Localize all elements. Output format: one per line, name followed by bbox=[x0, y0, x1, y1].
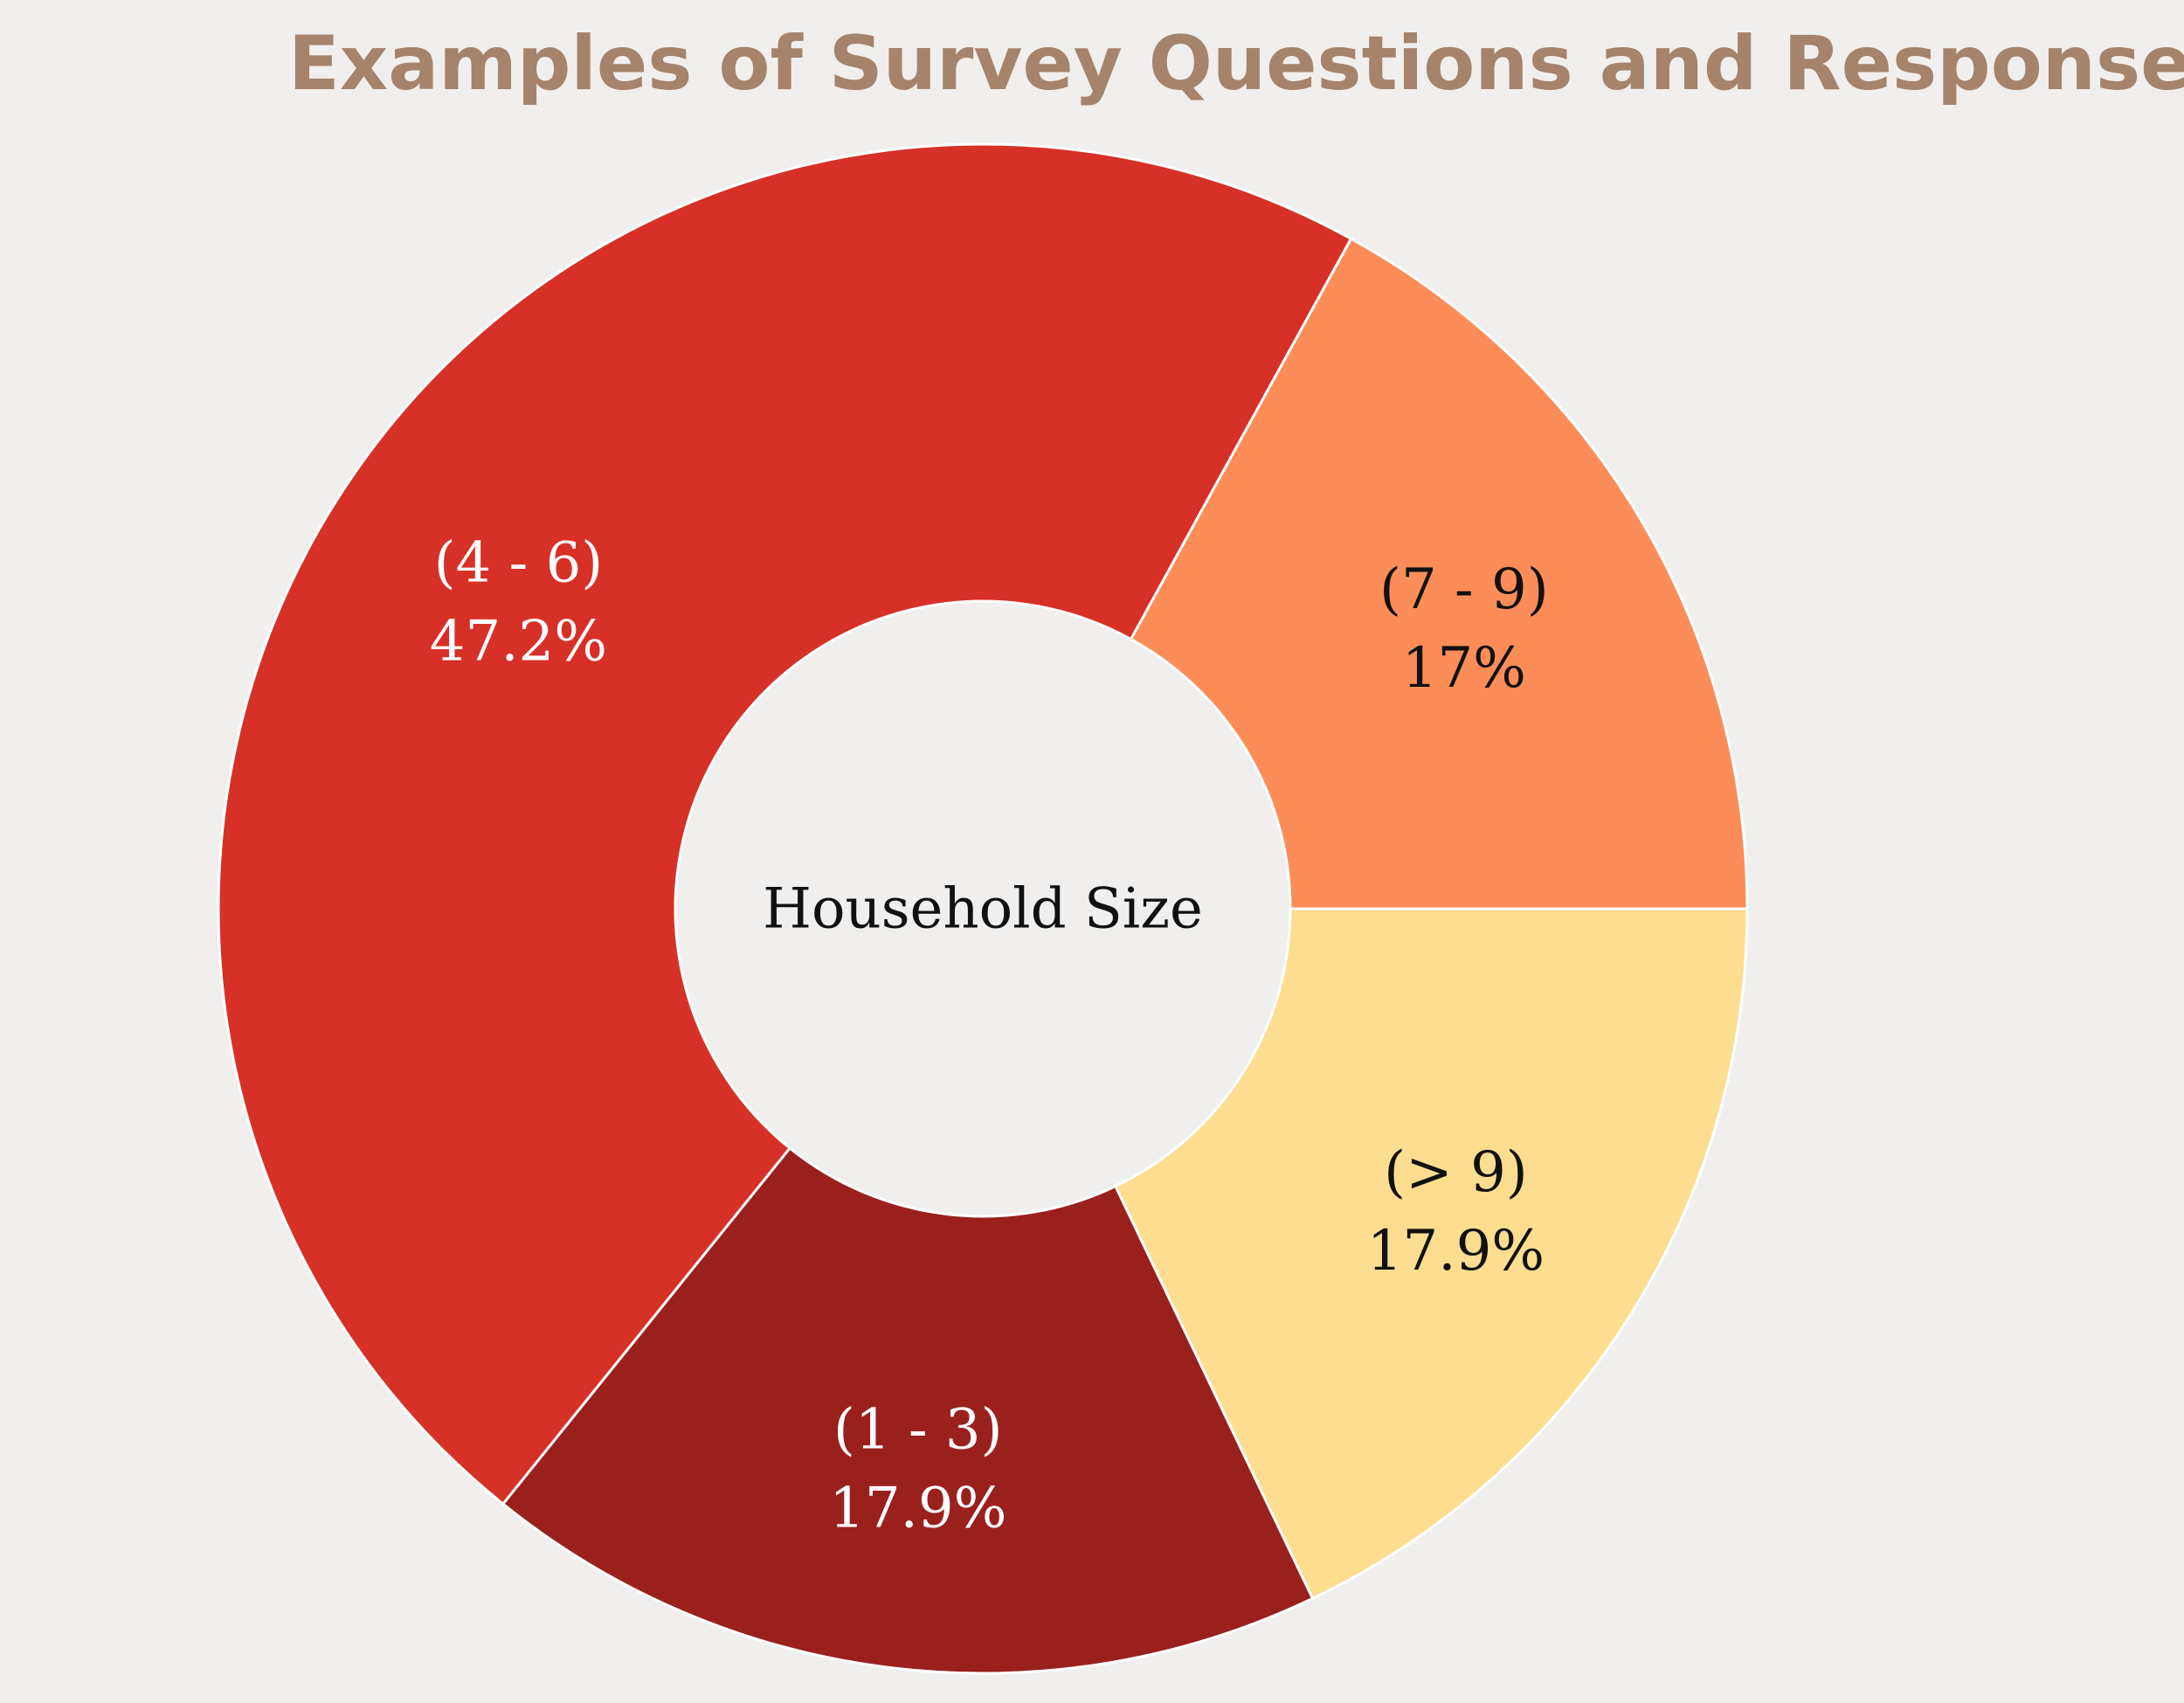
slice-label: (7 - 9) 17% bbox=[1379, 557, 1549, 701]
slice-value-label: 47.2% bbox=[430, 610, 607, 675]
slice-labels: (> 9) 17.9% (1 - 3) 17.9% (4 - 6) 47.2% (7 - 9… bbox=[430, 531, 1549, 1541]
donut-slice bbox=[1129, 237, 1749, 910]
donut-slice bbox=[1113, 907, 1749, 1601]
slice-label: (> 9) 17.9% bbox=[1367, 1140, 1545, 1284]
slice-value-label: 17.9% bbox=[1367, 1219, 1545, 1284]
slice-category-label: (7 - 9) bbox=[1379, 557, 1549, 622]
slice-label: (1 - 3) 17.9% bbox=[829, 1398, 1006, 1541]
donut-slice bbox=[501, 1146, 1315, 1675]
slice-category-label: (1 - 3) bbox=[833, 1398, 1003, 1463]
slice-category-label: (4 - 6) bbox=[434, 531, 604, 596]
slice-value-label: 17.9% bbox=[829, 1477, 1006, 1541]
donut-slice bbox=[217, 142, 1353, 1506]
donut-slices bbox=[217, 142, 1749, 1675]
slice-category-label: (> 9) bbox=[1384, 1140, 1528, 1205]
chart-title: Examples of Survey Questions and Respons… bbox=[288, 20, 2184, 107]
center-label: Household Size bbox=[763, 877, 1203, 942]
slice-label: (4 - 6) 47.2% bbox=[430, 531, 607, 675]
slice-value-label: 17% bbox=[1402, 636, 1526, 701]
